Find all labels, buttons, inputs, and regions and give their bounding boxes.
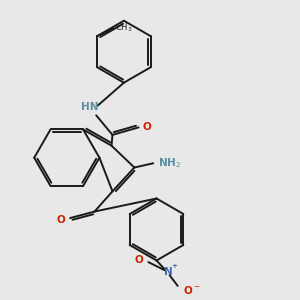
Text: O: O <box>56 215 65 225</box>
Text: CH$_3$: CH$_3$ <box>115 22 133 34</box>
Text: O: O <box>135 256 143 266</box>
Text: O: O <box>142 122 151 132</box>
Text: N: N <box>164 267 172 277</box>
Text: O$^-$: O$^-$ <box>183 284 200 296</box>
Text: +: + <box>171 263 177 269</box>
Text: NH$_2$: NH$_2$ <box>158 156 181 170</box>
Text: HN: HN <box>81 102 98 112</box>
